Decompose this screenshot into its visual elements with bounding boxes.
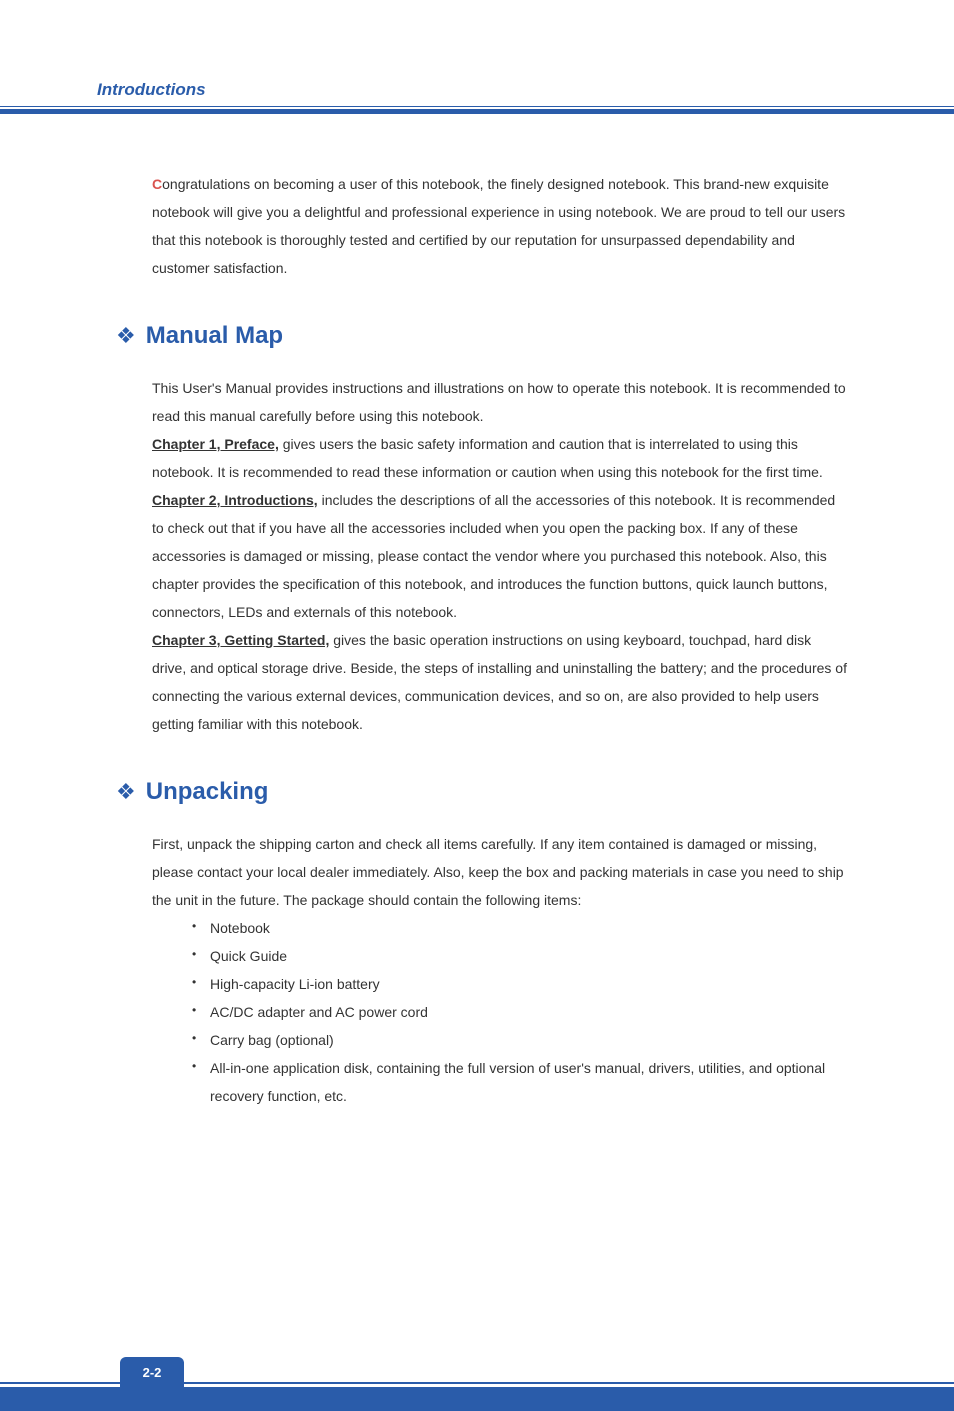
- list-item: AC/DC adapter and AC power cord: [192, 998, 848, 1026]
- chapter-title: Introductions: [97, 80, 954, 106]
- list-item: Quick Guide: [192, 942, 848, 970]
- page-content: Congratulations on becoming a user of th…: [0, 114, 954, 1110]
- drop-cap: C: [152, 176, 162, 192]
- chapter-3-label: Chapter 3, Getting Started,: [152, 632, 329, 648]
- chapter-1-label: Chapter 1, Preface,: [152, 436, 279, 452]
- section-heading-manual-map: ❖ Manual Map: [116, 312, 848, 360]
- list-item: All-in-one application disk, containing …: [192, 1054, 848, 1110]
- unpacking-body: First, unpack the shipping carton and ch…: [152, 830, 848, 1110]
- section-title-manual-map: Manual Map: [146, 312, 283, 360]
- diamond-bullet-icon: ❖: [116, 781, 136, 803]
- chapter-2-text: includes the descriptions of all the acc…: [152, 492, 835, 620]
- footer-band: [0, 1387, 954, 1411]
- chapter-2-label: Chapter 2, Introductions,: [152, 492, 318, 508]
- section-heading-unpacking: ❖ Unpacking: [116, 768, 848, 816]
- intro-paragraph: Congratulations on becoming a user of th…: [152, 170, 848, 282]
- list-item: Notebook: [192, 914, 848, 942]
- section-title-unpacking: Unpacking: [146, 768, 269, 816]
- manual-map-body: This User's Manual provides instructions…: [152, 374, 848, 738]
- list-item: Carry bag (optional): [192, 1026, 848, 1054]
- page-footer: 2-2: [0, 1382, 954, 1411]
- diamond-bullet-icon: ❖: [116, 325, 136, 347]
- page-header: Introductions: [0, 0, 954, 106]
- manual-map-intro: This User's Manual provides instructions…: [152, 380, 846, 424]
- unpacking-list: Notebook Quick Guide High-capacity Li-io…: [152, 914, 848, 1110]
- list-item: High-capacity Li-ion battery: [192, 970, 848, 998]
- header-rule-thin: [0, 106, 954, 107]
- page-number: 2-2: [143, 1365, 162, 1380]
- page-number-tab: 2-2: [120, 1357, 184, 1387]
- unpacking-para: First, unpack the shipping carton and ch…: [152, 836, 844, 908]
- intro-text: ongratulations on becoming a user of thi…: [152, 176, 845, 276]
